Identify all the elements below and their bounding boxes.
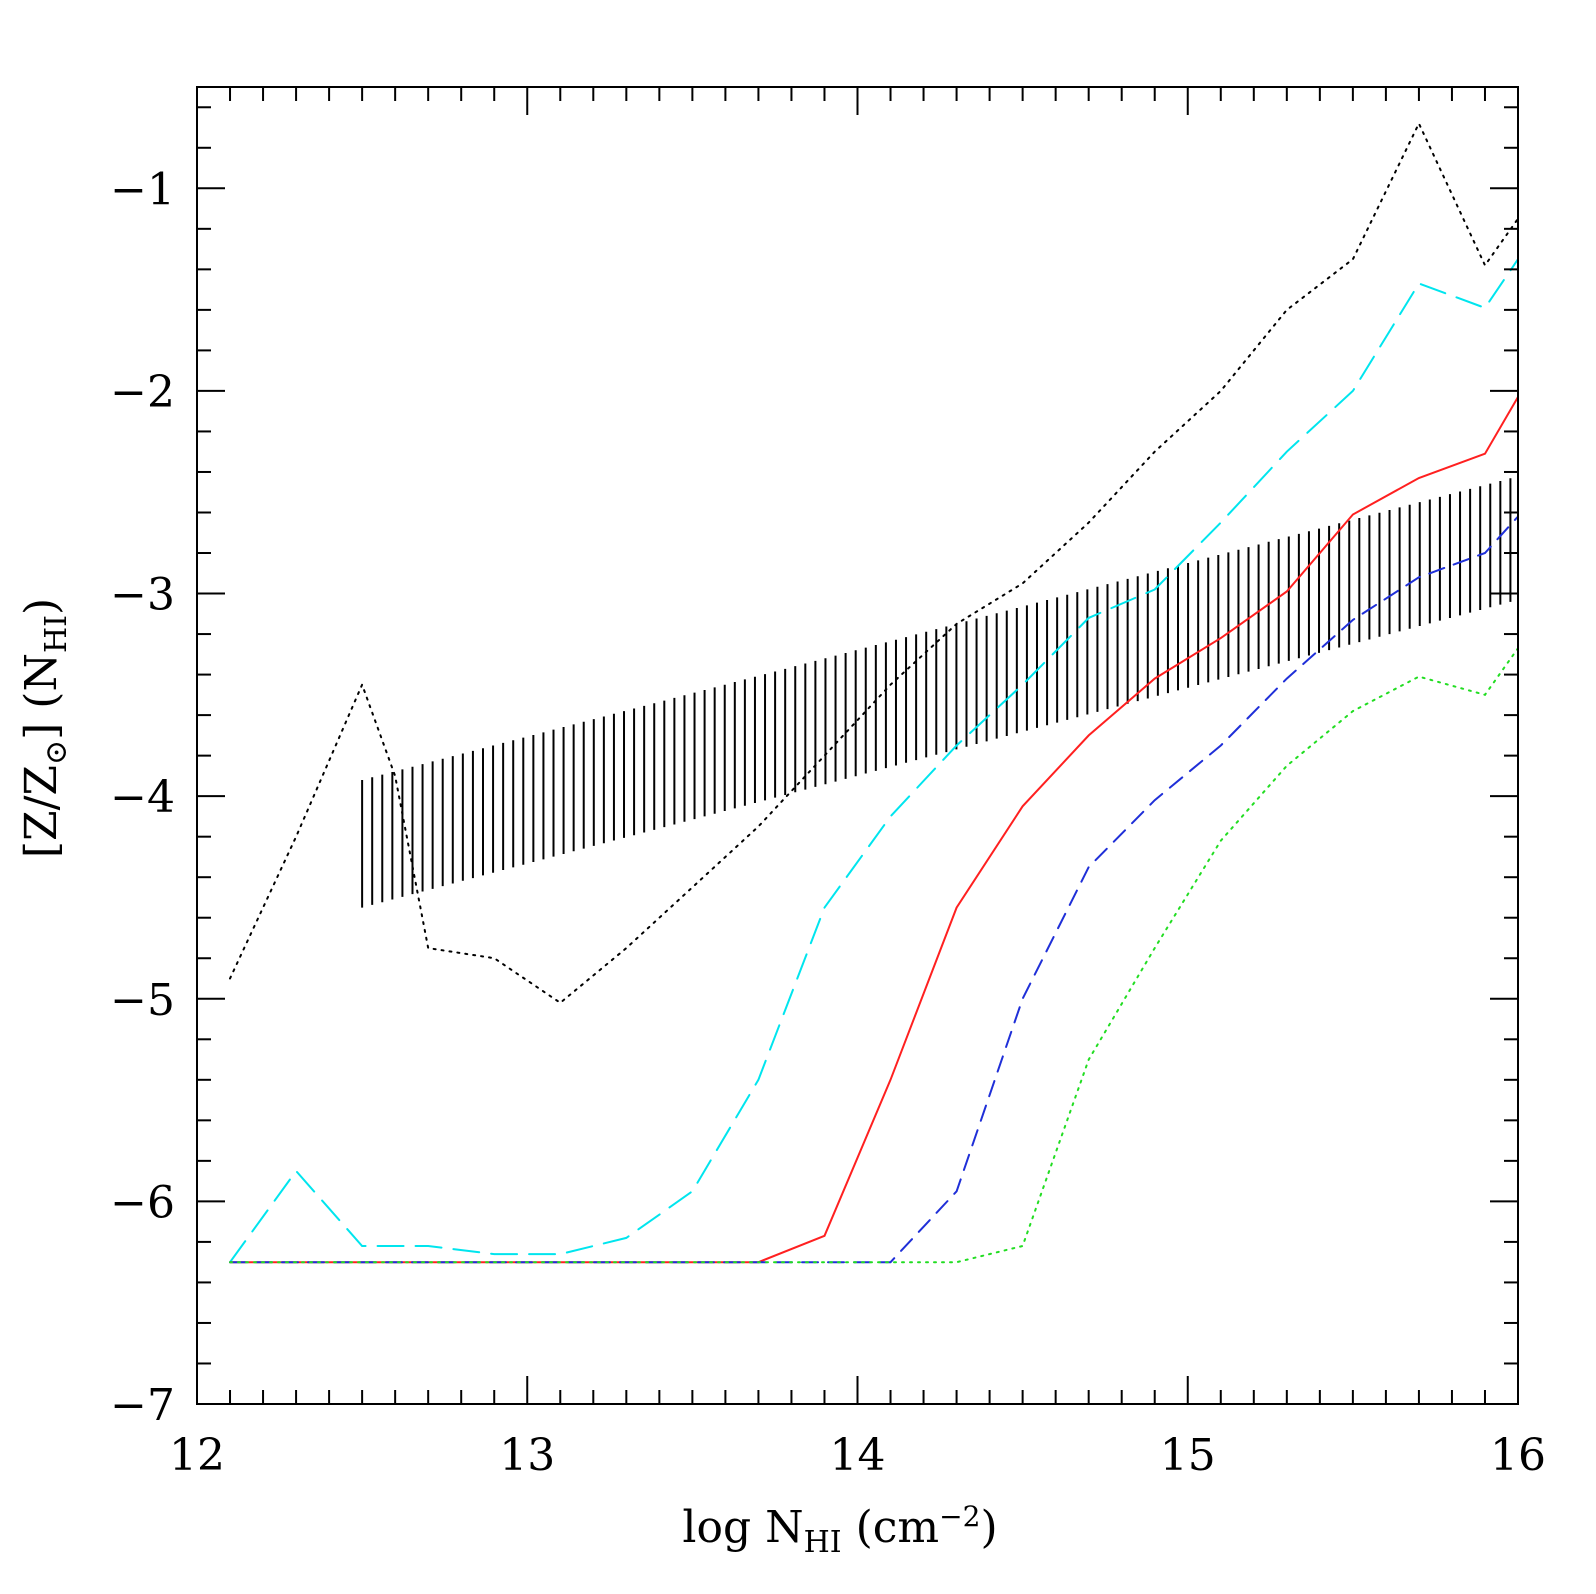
series-line-4: [229, 515, 1519, 1264]
y-tick-label: −2: [110, 367, 175, 418]
hatched-band: [361, 478, 1512, 908]
y-axis-label: [Z/Z⊙] (NHI): [16, 598, 74, 858]
y-tick-label: −4: [110, 772, 175, 823]
y-tick-label: −5: [110, 975, 175, 1026]
tick-labels: 12 13 14 15 16 −7 −6 −5 −4 −3 −2 −1: [110, 164, 1546, 1481]
y-tick-label: −1: [110, 164, 175, 215]
plot-frame: [196, 86, 1519, 1405]
series-line-1: [229, 121, 1519, 1005]
x-axis-label: log NHI (cm−2): [682, 1500, 997, 1560]
y-tick-label: −7: [110, 1380, 175, 1431]
y-tick-label: −3: [110, 570, 175, 621]
series-line-3: [229, 396, 1519, 1264]
axis-ticks: [196, 87, 1519, 1405]
series-line-2: [229, 258, 1519, 1264]
series-layer: [229, 121, 1519, 1264]
series-line-5: [229, 647, 1519, 1264]
x-tick-label: 14: [830, 1430, 886, 1481]
x-tick-label: 12: [169, 1430, 225, 1481]
x-tick-label: 13: [499, 1430, 555, 1481]
y-tick-label: −6: [110, 1177, 175, 1228]
x-tick-label: 16: [1490, 1430, 1546, 1481]
x-tick-label: 15: [1160, 1430, 1216, 1481]
